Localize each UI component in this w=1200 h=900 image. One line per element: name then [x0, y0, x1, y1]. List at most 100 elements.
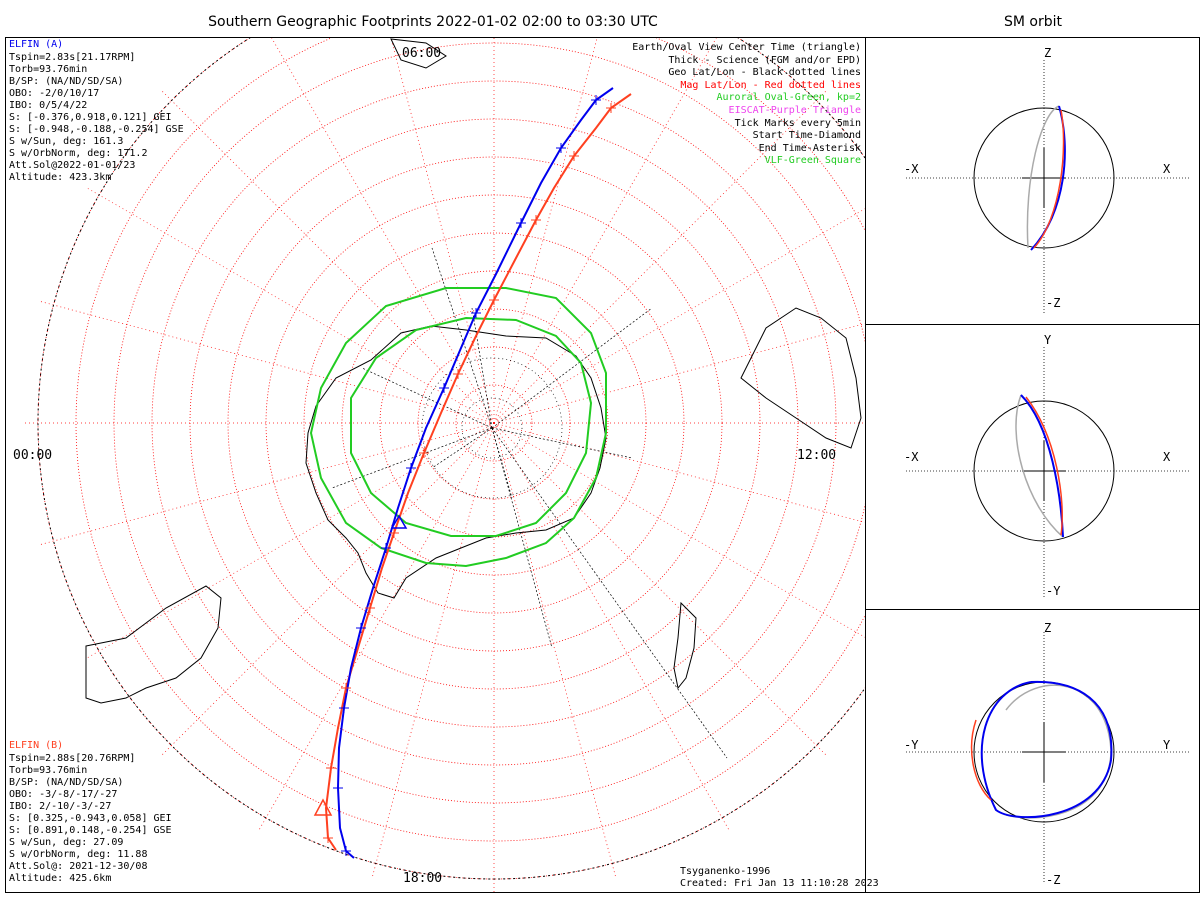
elfin-a-info: ELFIN (A) Tspin=2.83s[21.17RPM] Torb=93.7…: [9, 40, 184, 184]
elfin-b-info-line: Altitude: 425.6km: [9, 873, 112, 884]
orbit-xz-right-label: X: [1163, 162, 1171, 176]
elfin-a-info-line: Att.Sol@2022-01-01/23: [9, 160, 136, 171]
south-america-coastline: [85, 585, 222, 704]
clock-label-right: 12:00: [797, 448, 837, 463]
geo-lat-circle: [461, 397, 523, 459]
elfin-b-name: ELFIN (B): [9, 740, 64, 751]
orbit-xy-right-label: X: [1163, 450, 1171, 464]
orbit-panel-xz: [865, 37, 1200, 325]
elfin-a-info-line: S: [-0.376,0.918,0.121] GEI: [9, 112, 172, 123]
geo-lon-line: [361, 367, 493, 429]
mag-lon-line: [493, 422, 827, 756]
orbit-plot-yz: [906, 632, 1189, 882]
geo-lon-line: [491, 427, 513, 499]
legend-entry: Geo Lat/Lon - Black dotted lines: [668, 67, 861, 79]
orbit-b-path: [1033, 109, 1065, 249]
mag-lon-line: [39, 301, 495, 424]
elfin-b-info-line: S w/OrbNorm, deg: 11.88: [9, 849, 148, 860]
legend-entry: Start Time-Diamond: [752, 130, 861, 142]
australia-coastline: [740, 307, 862, 449]
footprint-map: [24, 38, 865, 892]
auroral-oval-outer: [309, 287, 607, 568]
elfin-a-info-line: S: [-0.948,-0.188,-0.254] GSE: [9, 124, 184, 135]
orbit-b-path: [970, 719, 992, 801]
geo-lon-line: [331, 427, 493, 489]
earth-circle: [973, 400, 1115, 542]
orbit-xy-left-label: -X: [904, 450, 919, 464]
elfin-b-info-line: Torb=93.76min: [9, 765, 88, 776]
side-title: SM orbit: [1003, 14, 1062, 30]
new-zealand-coastline: [673, 601, 697, 690]
elfin-b-info-line: IBO: 2/-10/-3/-27: [9, 801, 112, 812]
earth-circle: [973, 107, 1115, 249]
orbit-gray-path: [1015, 394, 1064, 538]
elfin-b-info-line: Att.Sol@: 2021-12-30/08: [9, 861, 148, 872]
orbit-yz-bottom-label: -Z: [1046, 873, 1061, 887]
elfin-a-info-line: Tspin=2.83s[21.17RPM]: [9, 52, 136, 63]
orbit-plot-xy: [906, 347, 1189, 599]
elfin-a-name: ELFIN (A): [9, 39, 64, 50]
mag-lon-line: [372, 422, 495, 878]
elfin-b-info-line: S w/Sun, deg: 27.09: [9, 837, 124, 848]
orbit-xy-top-label: Y: [1044, 333, 1052, 347]
mag-lon-line: [493, 323, 865, 424]
elfin-a-lines: Tspin=2.83s[21.17RPM] Torb=93.76min B/SP: …: [9, 52, 184, 184]
mag-lat-circle: [151, 80, 837, 766]
legend-entry: Thick - Science (FGM and/or EPD): [668, 54, 861, 66]
elfin-b-info-line: OBO: -3/-8/-17/-27: [9, 789, 118, 800]
mag-lat-circle: [227, 156, 761, 690]
geo-lon-line: [491, 307, 653, 429]
legend-entry: End Time-Asterisk: [758, 142, 861, 154]
clock-label-top: 06:00: [402, 46, 442, 61]
mag-lon-line: [86, 422, 495, 659]
legend-entry: Auroral Oval-Green, kp=2: [716, 92, 862, 104]
elfin-a-info-line: S w/Sun, deg: 161.3: [9, 136, 124, 147]
mag-lon-line: [86, 187, 495, 424]
legend-entry: Tick Marks every 5min: [734, 117, 861, 129]
mag-lon-line: [493, 422, 730, 831]
elfin-a-info-line: IBO: 0/5/4/22: [9, 100, 88, 111]
orbit-xz-left-label: -X: [904, 162, 919, 176]
africa-coastline: [390, 38, 447, 69]
orbit-yz-top-label: Z: [1044, 621, 1052, 635]
geo-lon-line: [431, 247, 493, 429]
legend-entry: Mag Lat/Lon - Red dotted lines: [680, 79, 861, 91]
mag-lon-line: [493, 422, 865, 523]
created-label: Created: Fri Jan 13 11:10:28 2023: [680, 878, 879, 889]
elfin-a-info-line: OBO: -2/0/10/17: [9, 88, 100, 99]
elfin-b-info-line: S: [0.325,-0.943,0.058] GEI: [9, 813, 172, 824]
orbit-xz-bottom-label: -Z: [1046, 296, 1061, 310]
elfin-b-info-line: S: [0.891,0.148,-0.254] GSE: [9, 825, 172, 836]
geo-lon-line: [471, 307, 493, 429]
elfin-b-track: [324, 93, 632, 851]
mag-lon-line: [161, 90, 495, 424]
orbit-gray-path: [1026, 105, 1060, 249]
legend-entry: Earth/Oval View Center Time (triangle): [632, 42, 861, 53]
elfin-a-info-line: Torb=93.76min: [9, 64, 88, 75]
orbit-a-path: [980, 680, 1113, 819]
mag-lat-circle: [303, 232, 685, 614]
mag-lon-line: [39, 422, 495, 545]
orbit-xy-bottom-label: -Y: [1046, 584, 1061, 598]
legend-entry: EISCAT-Purple Triangle: [728, 104, 861, 116]
clock-label-bottom: 18:00: [403, 871, 443, 886]
orbit-yz-right-label: Y: [1163, 738, 1171, 752]
mag-lon-line: [258, 422, 495, 831]
mag-lat-circle: [379, 308, 609, 538]
elfin-a-info-line: Altitude: 423.3km: [9, 172, 112, 183]
mag-lon-line: [493, 38, 598, 424]
mag-lon-line: [161, 422, 495, 756]
elfin-b-lines: Tspin=2.88s[20.76RPM] Torb=93.76min B/SP: …: [9, 753, 172, 885]
elfin-a-info-line: B/SP: (NA/ND/SD/SA): [9, 76, 124, 87]
orbit-yz-left-label: -Y: [904, 738, 919, 752]
elfin-a-track: [336, 87, 614, 859]
elfin-b-center-triangle: [313, 798, 333, 816]
geo-lat-circle: [421, 357, 563, 499]
main-title: Southern Geographic Footprints 2022-01-0…: [208, 14, 658, 30]
mag-lat-circle: [455, 384, 533, 462]
mag-lon-line: [271, 38, 495, 424]
elfin-a-center-triangle: [390, 514, 408, 529]
clock-label-left: 00:00: [13, 448, 53, 463]
legend: Earth/Oval View Center Time (triangle) Th…: [632, 42, 861, 168]
geo-lon-line: [491, 427, 728, 759]
